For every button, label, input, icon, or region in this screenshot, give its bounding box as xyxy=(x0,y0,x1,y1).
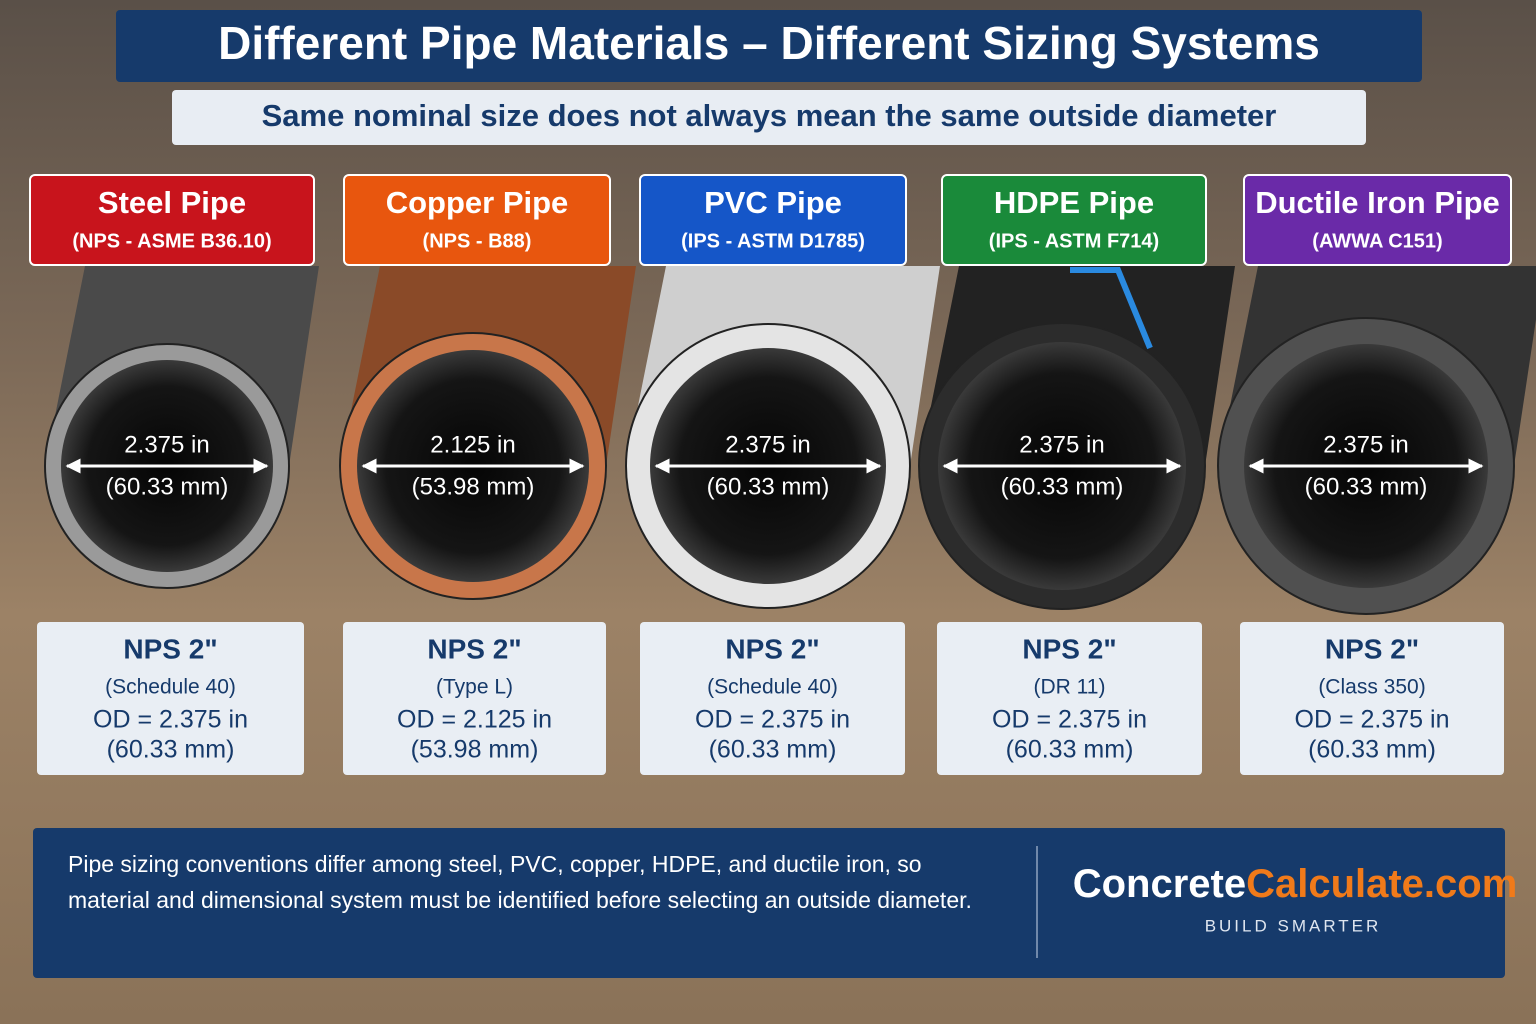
diameter-in: 2.375 in xyxy=(725,431,810,458)
info-box xyxy=(937,622,1202,775)
info-box xyxy=(37,622,304,775)
spec: (Schedule 40) xyxy=(105,676,236,699)
subtitle-box xyxy=(172,90,1366,145)
title-box xyxy=(116,10,1422,82)
nominal-size: NPS 2" xyxy=(1325,633,1419,664)
tagline: BUILD SMARTER xyxy=(1205,916,1382,935)
material-box xyxy=(639,174,907,266)
material-name: Ductile Iron Pipe xyxy=(1255,185,1500,220)
diameter-mm: (60.33 mm) xyxy=(707,473,830,500)
material-box xyxy=(29,174,315,266)
nominal-size: NPS 2" xyxy=(725,633,819,664)
diameter-mm: (60.33 mm) xyxy=(1305,473,1428,500)
brand: ConcreteCalculate.com xyxy=(1073,862,1518,906)
material-box xyxy=(941,174,1207,266)
od-mm: (60.33 mm) xyxy=(1308,736,1436,764)
material-standard: (IPS - ASTM D1785) xyxy=(681,230,865,252)
diameter-mm: (60.33 mm) xyxy=(106,473,229,500)
diameter-in: 2.125 in xyxy=(430,431,515,458)
material-name: Steel Pipe xyxy=(98,185,246,220)
spec: (Type L) xyxy=(436,676,513,699)
od-in: OD = 2.125 in xyxy=(397,706,552,734)
diameter-in: 2.375 in xyxy=(1323,431,1408,458)
subtitle: Same nominal size does not always mean t… xyxy=(262,98,1277,133)
od-mm: (60.33 mm) xyxy=(1006,736,1134,764)
diameter-in: 2.375 in xyxy=(1019,431,1104,458)
od-in: OD = 2.375 in xyxy=(695,706,850,734)
footer-text: Pipe sizing conventions differ among ste… xyxy=(68,851,972,913)
diameter-in: 2.375 in xyxy=(124,431,209,458)
nominal-size: NPS 2" xyxy=(427,633,521,664)
diameter-mm: (60.33 mm) xyxy=(1001,473,1124,500)
pipes: Steel Pipe (NPS - ASME B36.10) 2.375 in (60… xyxy=(29,174,1536,775)
od-mm: (60.33 mm) xyxy=(709,736,837,764)
material-box xyxy=(1243,174,1512,266)
footer-box xyxy=(33,828,1505,978)
material-standard: (IPS - ASTM F714) xyxy=(989,230,1159,252)
material-name: Copper Pipe xyxy=(386,185,569,220)
title: Different Pipe Materials – Different Siz… xyxy=(218,17,1320,69)
od-in: OD = 2.375 in xyxy=(1295,706,1450,734)
diameter-mm: (53.98 mm) xyxy=(412,473,535,500)
od-mm: (53.98 mm) xyxy=(411,736,539,764)
info-box xyxy=(1240,622,1504,775)
od-mm: (60.33 mm) xyxy=(107,736,235,764)
info-box xyxy=(640,622,905,775)
material-standard: (NPS - B88) xyxy=(423,230,532,252)
material-standard: (AWWA C151) xyxy=(1312,230,1442,252)
material-box xyxy=(343,174,611,266)
brand-second: Calculate.com xyxy=(1246,862,1517,906)
od-in: OD = 2.375 in xyxy=(93,706,248,734)
brand-first: Concrete xyxy=(1073,862,1246,906)
pipe-stripe xyxy=(1070,267,1153,350)
spec: (DR 11) xyxy=(1034,676,1106,699)
spec: (Class 350) xyxy=(1318,676,1425,699)
spec: (Schedule 40) xyxy=(707,676,838,699)
od-in: OD = 2.375 in xyxy=(992,706,1147,734)
nominal-size: NPS 2" xyxy=(123,633,217,664)
nominal-size: NPS 2" xyxy=(1022,633,1116,664)
material-name: PVC Pipe xyxy=(704,185,842,220)
material-standard: (NPS - ASME B36.10) xyxy=(72,230,271,252)
material-name: HDPE Pipe xyxy=(994,185,1154,220)
info-box xyxy=(343,622,606,775)
